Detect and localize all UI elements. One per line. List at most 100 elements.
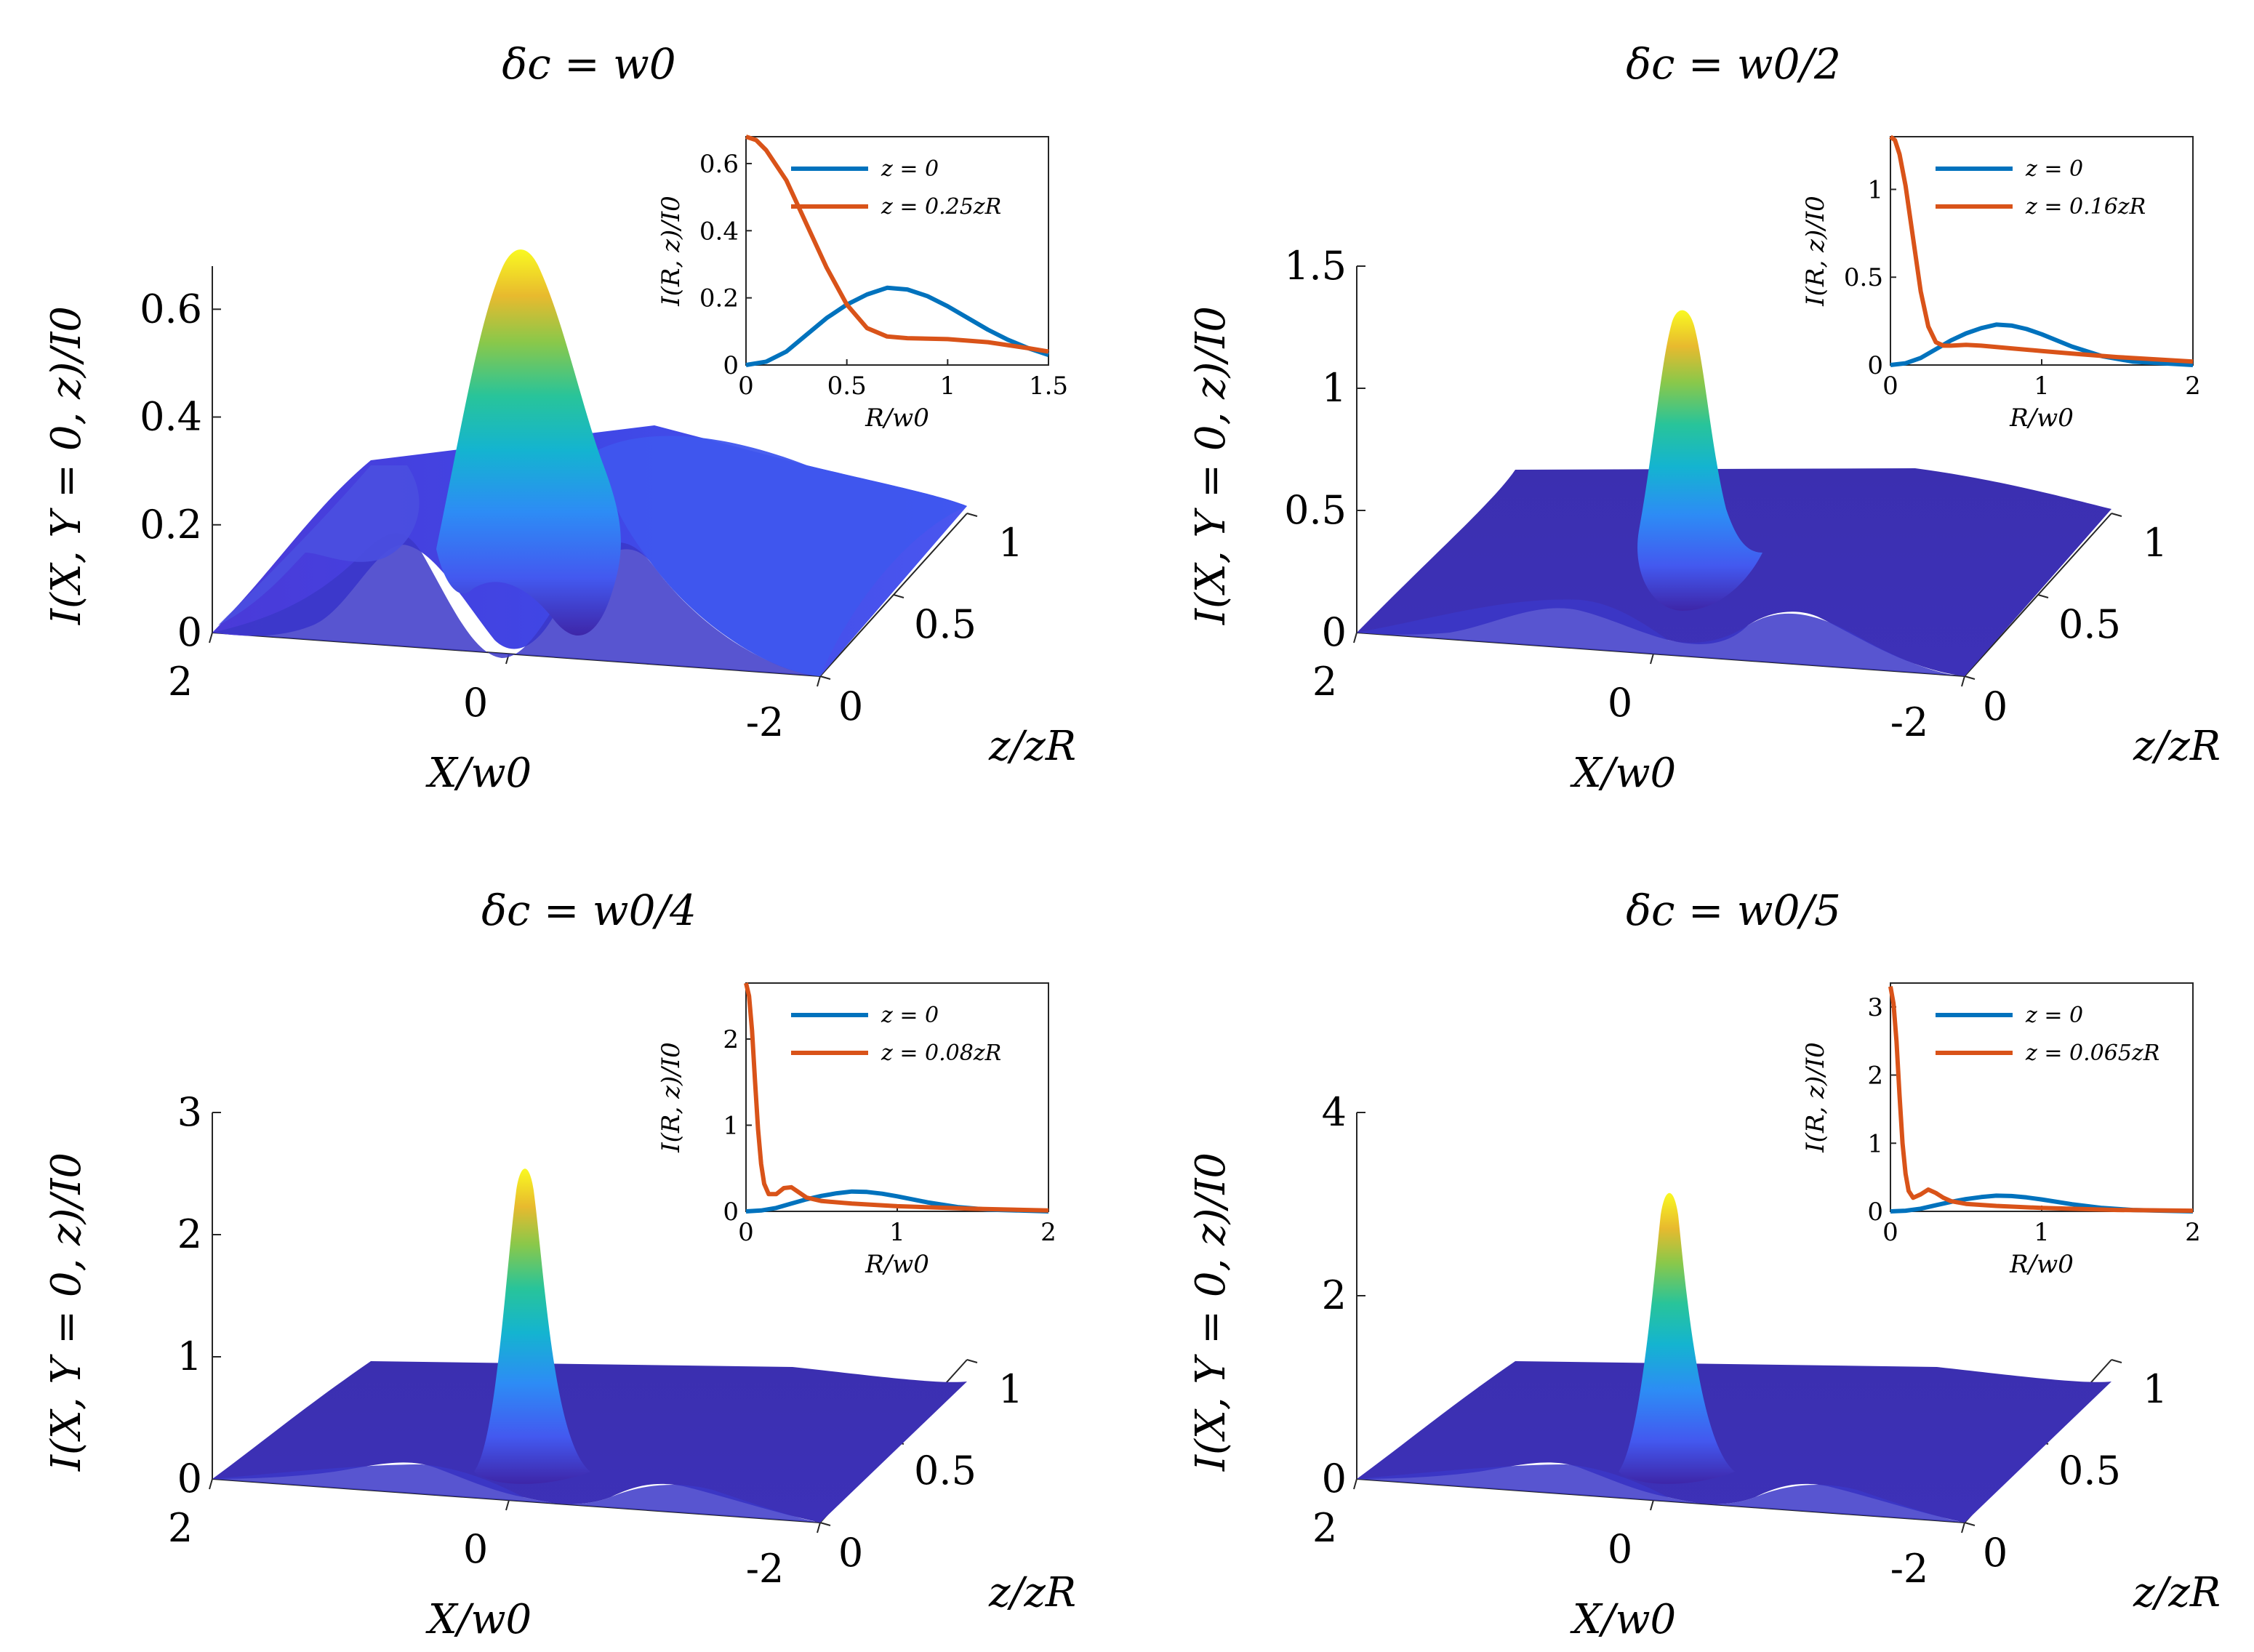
z-tick-label: 2 [177, 1211, 202, 1257]
inset-x-label: R/w0 [865, 404, 929, 433]
y-tick [819, 675, 831, 680]
z-tick-label: 0.2 [140, 502, 202, 548]
surface-side-lobe [218, 465, 420, 625]
x-tick-label: 0 [1608, 1526, 1632, 1572]
panel-2: δc = w0/200.511.52 0 -2 00.51I(X, Y = 0, z)… [1187, 39, 2221, 797]
inset-series-line-2 [744, 982, 1049, 1213]
z-tick-label: 1.5 [1284, 243, 1347, 289]
surface-peak [1619, 1192, 1735, 1484]
z-tick-label: 0 [177, 1456, 202, 1501]
z-tick-label: 0.6 [140, 286, 202, 332]
inset-y-tick-label: 0 [1867, 351, 1883, 380]
inset-x-tick-label: 1.5 [1029, 372, 1068, 401]
inset-series-line-1 [745, 285, 1049, 367]
inset-x-tick-label: 1 [2034, 1218, 2050, 1247]
y-tick-label: 0 [1983, 1530, 2008, 1576]
y-tick [1964, 675, 1976, 680]
x-tick [1650, 1499, 1654, 1511]
inset-y-tick-label: 1 [723, 1112, 739, 1141]
x-tick [209, 632, 213, 643]
legend-label: z = 0.08zR [881, 1040, 1001, 1066]
y-axis-label: z/zR [988, 1569, 1076, 1616]
x-tick-label: 2 [168, 1505, 193, 1551]
inset-y-tick-label: 0 [723, 1198, 739, 1227]
x-tick-label: 0 [463, 680, 488, 726]
legend-label: z = 0.16zR [2025, 194, 2146, 220]
inset-frame [745, 136, 1049, 366]
panel-title: δc = w0/4 [481, 886, 697, 935]
y-tick [966, 513, 978, 517]
x-tick-label: -2 [1890, 1546, 1929, 1592]
inset-frame [1890, 136, 2194, 366]
surface-sheet [212, 1361, 967, 1523]
legend-label: z = 0 [2025, 1003, 2083, 1028]
x-tick [505, 1499, 510, 1511]
y-tick [2111, 513, 2122, 517]
z-tick-label: 4 [1322, 1089, 1347, 1135]
inset-x-tick-label: 1 [2034, 372, 2050, 401]
y-tick-label: 1 [998, 520, 1023, 566]
y-tick [2111, 1359, 2122, 1363]
inset-frame [1890, 982, 2194, 1212]
inset-y-tick-label: 0.2 [699, 284, 739, 313]
surface-right-lobe [596, 436, 967, 676]
inset-x-tick-label: 0.5 [827, 372, 867, 401]
y-tick [966, 1359, 978, 1363]
legend-label: z = 0.25zR [881, 194, 1001, 220]
z-tick-label: 0 [1322, 1456, 1347, 1501]
inset-x-tick-label: 2 [1040, 1218, 1056, 1247]
y-tick-label: 1 [998, 1366, 1023, 1412]
x-axis-label: X/w0 [425, 1596, 532, 1643]
x-tick-label: -2 [746, 1546, 785, 1592]
y-tick-label: 0 [838, 1530, 863, 1576]
legend-label: z = 0 [881, 156, 939, 182]
inset-x-tick-label: 0 [1882, 372, 1898, 401]
y-axis-label: z/zR [988, 723, 1076, 770]
inset-y-tick-label: 0.5 [1844, 263, 1883, 292]
x-tick [1961, 1522, 1965, 1533]
surface-peak [436, 249, 621, 636]
surface-ripples [212, 533, 820, 676]
x-tick-label: 0 [463, 1526, 488, 1572]
inset-x-tick-label: 2 [2185, 372, 2201, 401]
x-tick [1353, 632, 1357, 643]
inset-y-tick-label: 1 [1867, 175, 1883, 204]
inset-x-tick-label: 1 [940, 372, 956, 401]
x-tick-label: 2 [1312, 1505, 1337, 1551]
x-tick-label: -2 [1890, 699, 1929, 745]
inset-y-label: I(R, z)/I0 [1801, 1042, 1830, 1153]
inset-y-tick-label: 0.4 [699, 217, 739, 246]
x-tick-label: 2 [1312, 659, 1337, 705]
y-tick-label: 1 [2143, 1366, 2167, 1412]
x-tick-label: 2 [168, 659, 193, 705]
z-axis-label: I(X, Y = 0, z)/I0 [43, 1152, 90, 1472]
legend-label: z = 0 [2025, 156, 2083, 182]
inset-y-tick-label: 2 [1867, 1062, 1883, 1091]
surface-peak [1637, 310, 1762, 611]
surface-ripples [1357, 1464, 1965, 1523]
y-tick-label: 1 [2143, 520, 2167, 566]
y-tick-label: 0 [838, 683, 863, 729]
inset-y-tick-label: 3 [1867, 993, 1883, 1022]
inset-y-tick-label: 1 [1867, 1129, 1883, 1158]
x-axis-label: X/w0 [1570, 750, 1676, 797]
z-axis-label: I(X, Y = 0, z)/I0 [1187, 306, 1235, 625]
z-tick-label: 0 [1322, 609, 1347, 655]
x-tick-label: -2 [746, 699, 785, 745]
inset-x-tick-label: 0 [738, 1218, 754, 1247]
inset-series-line-2 [1889, 135, 2194, 364]
inset-y-tick-label: 2 [723, 1025, 739, 1054]
inset-y-tick-label: 0.6 [699, 150, 739, 179]
legend-label: z = 0.065zR [2025, 1040, 2159, 1066]
inset-y-tick-label: 0 [1867, 1198, 1883, 1227]
y-tick [893, 594, 905, 598]
x-tick [1961, 675, 1965, 687]
inset-y-tick-label: 0 [723, 351, 739, 380]
y-tick-label: 0.5 [914, 1448, 976, 1493]
panel-title: δc = w0/5 [1626, 886, 1841, 935]
inset-x-label: R/w0 [2009, 404, 2074, 433]
z-tick-label: 0.5 [1284, 487, 1347, 533]
